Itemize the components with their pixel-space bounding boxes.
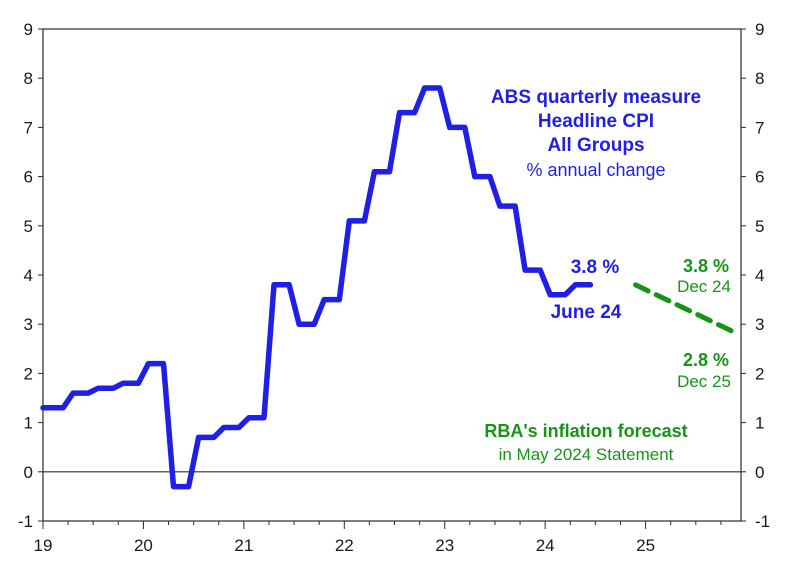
x-tick-label: 22: [335, 536, 354, 555]
y-tick-label-right: 3: [755, 315, 764, 334]
y-tick-label-left: 6: [24, 168, 33, 187]
rba-end-date-label: Dec 25: [677, 372, 731, 391]
y-tick-label-right: 4: [755, 266, 764, 285]
abs-title-line-2: Headline CPI: [538, 111, 654, 132]
x-tick-label: 21: [234, 536, 253, 555]
y-tick-label-left: 8: [24, 69, 33, 88]
series-group: [40, 85, 741, 490]
series-line-rba: [633, 282, 741, 337]
x-tick-label: 19: [34, 536, 53, 555]
y-tick-label-right: 5: [755, 217, 764, 236]
x-tick-label: 25: [636, 536, 655, 555]
tick-labels: -1 -10 01 12 23 34 45 56 67 78 89 919 20 21 22 23 24 25: [18, 20, 770, 555]
y-tick-label-left: 7: [24, 118, 33, 137]
rba-forecast-subtitle: in May 2024 Statement: [499, 445, 674, 464]
rba-start-value-label: 3.8 %: [683, 256, 729, 276]
y-tick-label-right: 2: [755, 364, 764, 383]
y-tick-label-right: 6: [755, 168, 764, 187]
y-tick-label-left: -1: [18, 512, 33, 531]
x-tick-label: 23: [435, 536, 454, 555]
latest-date-label: June 24: [551, 302, 622, 323]
abs-title-line-1: ABS quarterly measure: [491, 87, 701, 108]
y-tick-label-right: 1: [755, 414, 764, 433]
y-tick-label-left: 1: [24, 414, 33, 433]
y-tick-label-left: 3: [24, 315, 33, 334]
rba-forecast-title: RBA's inflation forecast: [484, 421, 687, 441]
y-tick-label-left: 0: [24, 463, 33, 482]
abs-title-line-3: All Groups: [547, 135, 644, 156]
y-tick-label-right: 9: [755, 20, 764, 39]
y-tick-label-left: 4: [24, 266, 33, 285]
y-tick-label-right: 7: [755, 118, 764, 137]
latest-value-label: 3.8 %: [571, 257, 620, 278]
x-tick-label: 24: [536, 536, 555, 555]
x-tick-label: 20: [134, 536, 153, 555]
series-line-abs: [40, 85, 594, 490]
rba-start-date-label: Dec 24: [677, 277, 731, 296]
y-tick-label-left: 9: [24, 20, 33, 39]
y-tick-label-right: 8: [755, 69, 764, 88]
abs-subtitle: % annual change: [526, 160, 665, 180]
y-tick-label-right: -1: [755, 512, 770, 531]
axes: [38, 28, 746, 529]
rba-end-value-label: 2.8 %: [683, 350, 729, 370]
y-tick-label-left: 2: [24, 364, 33, 383]
y-tick-label-left: 5: [24, 217, 33, 236]
annotations: ABS quarterly measure Headline CPI All G…: [484, 87, 731, 464]
y-tick-label-right: 0: [755, 463, 764, 482]
